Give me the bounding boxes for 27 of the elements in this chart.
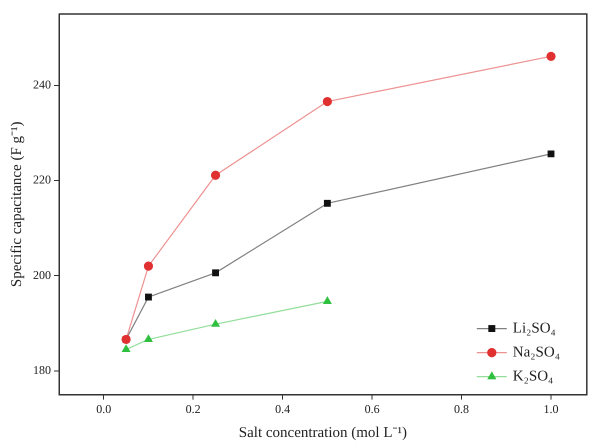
y-axis-title: Specific capacitance (F g⁻¹) xyxy=(8,121,25,288)
x-tick-label: 0.4 xyxy=(275,402,290,416)
point xyxy=(210,170,220,180)
x-tick-label: 0.0 xyxy=(96,402,112,416)
x-tick-label: 0.2 xyxy=(186,402,201,416)
point xyxy=(322,96,332,106)
x-tick-label: 0.8 xyxy=(454,402,470,416)
point xyxy=(144,334,153,342)
y-tick-label: 200 xyxy=(33,268,51,282)
point xyxy=(144,262,154,271)
point xyxy=(548,150,554,158)
legend-label: Li₂SO₄ xyxy=(512,320,556,337)
y-tick-label: 240 xyxy=(33,78,51,92)
x-axis-title: Salt concentration (mol L⁻¹) xyxy=(238,424,407,441)
x-tick-label: 1.0 xyxy=(544,402,559,416)
legend-label: K₂SO₄ xyxy=(512,368,554,385)
y-tick-label: 220 xyxy=(33,172,51,187)
legend-label: Na₂SO₄ xyxy=(512,344,560,361)
y-tick-label: 180 xyxy=(33,362,51,377)
point xyxy=(212,269,219,276)
point xyxy=(324,200,331,207)
x-tick-label: 0.6 xyxy=(364,402,380,416)
point xyxy=(211,320,220,327)
point xyxy=(323,296,332,304)
point xyxy=(145,294,152,300)
point xyxy=(546,52,556,61)
point xyxy=(122,344,130,352)
